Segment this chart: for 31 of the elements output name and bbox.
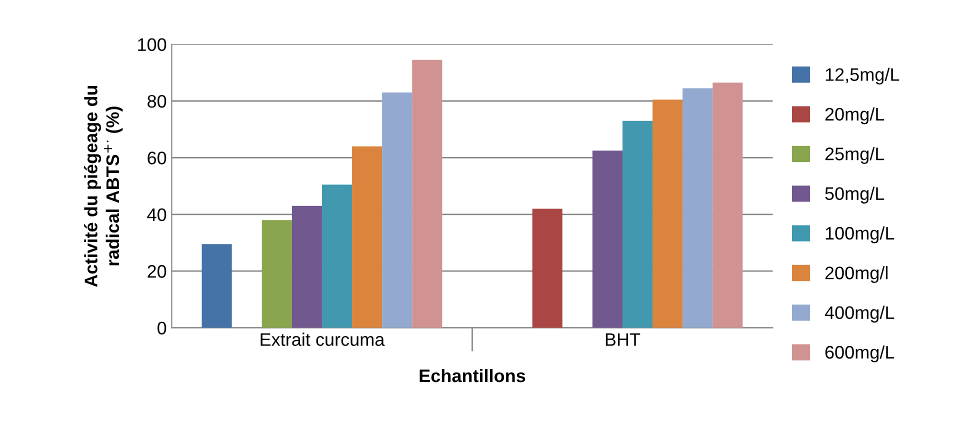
bar bbox=[652, 100, 683, 328]
bar bbox=[622, 120, 653, 328]
bar bbox=[202, 244, 232, 328]
bar bbox=[352, 146, 382, 328]
legend-label: 12,5mg/L bbox=[826, 68, 900, 85]
bar bbox=[322, 184, 352, 328]
legend-label: 600mg/L bbox=[825, 345, 894, 362]
legend-label: 200mg/l bbox=[825, 266, 888, 283]
x-tick-label: Extrait curcuma bbox=[260, 332, 385, 346]
bar bbox=[712, 82, 743, 328]
legend-label: 50mg/L bbox=[825, 186, 884, 204]
y-tick-label: 80 bbox=[148, 94, 166, 108]
bar bbox=[262, 220, 292, 328]
y-tick-label: 60 bbox=[148, 152, 166, 164]
x-tick-label: BHT bbox=[606, 333, 640, 346]
y-tick-label: 0 bbox=[158, 322, 166, 335]
legend-label: 100mg/L bbox=[826, 226, 894, 244]
legend-label: 400mg/L bbox=[824, 306, 894, 323]
bar bbox=[682, 88, 713, 328]
bar bbox=[382, 92, 412, 328]
y-tick-label: 100 bbox=[138, 38, 166, 52]
y-axis-title: Activité du piégeage du radical ABTS$^{+·}$ (%) bbox=[84, 86, 123, 287]
y-tick-label: 40 bbox=[147, 208, 166, 222]
legend-label: 20mg/L bbox=[825, 107, 884, 124]
bar bbox=[412, 60, 442, 328]
bar bbox=[592, 150, 622, 328]
bar bbox=[532, 208, 562, 328]
legend-label: 25mg/L bbox=[825, 147, 884, 164]
bar bbox=[292, 206, 322, 328]
y-tick-label: 20 bbox=[148, 265, 166, 278]
x-axis-title: Echantillons bbox=[420, 368, 526, 382]
